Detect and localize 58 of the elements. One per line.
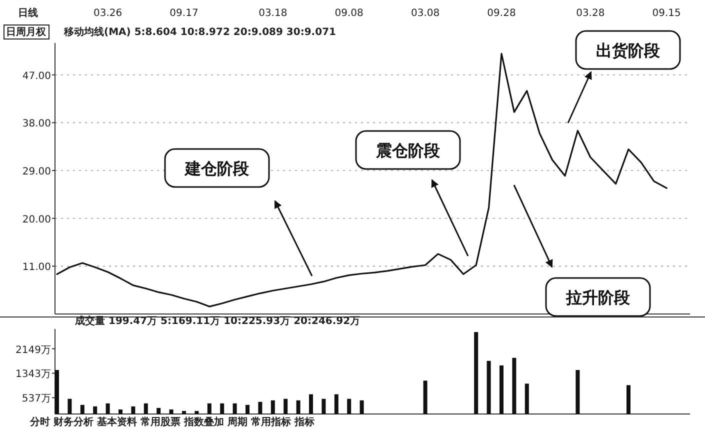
bar <box>106 403 110 414</box>
x-tick-label: 03.08 <box>410 8 440 19</box>
text: 日周月权 <box>6 26 47 38</box>
y-tick-label: 47.00 <box>22 70 51 82</box>
bar <box>232 403 237 414</box>
bar <box>182 410 186 414</box>
x-tick-label: 03.26 <box>93 8 122 19</box>
x-tick-label: 03.28 <box>576 8 605 19</box>
y-tick-label: 20.00 <box>22 214 51 226</box>
bar <box>144 403 148 414</box>
bar <box>156 408 161 414</box>
bar <box>220 403 224 414</box>
bar <box>55 370 59 414</box>
bar <box>194 410 199 414</box>
y-tick-label: 29.00 <box>22 166 51 178</box>
bar <box>68 398 72 414</box>
bar <box>258 402 262 414</box>
y-tick-label: 2149万 <box>16 344 51 356</box>
bar <box>246 404 250 414</box>
annotation: 拉升阶段 <box>565 288 631 307</box>
text: 成交量 199.47万 5:169.11万 10:225.93万 20:246.92万 <box>74 315 360 327</box>
bar <box>296 400 300 414</box>
x-tick-label: 09.28 <box>487 8 516 19</box>
text: 日线 <box>18 7 38 19</box>
x-tick-label: 03.18 <box>258 8 288 19</box>
bar <box>360 400 364 414</box>
bar <box>347 398 352 414</box>
bar <box>270 400 275 414</box>
bar <box>93 406 98 414</box>
bar <box>131 406 136 414</box>
bar <box>512 358 516 414</box>
x-tick-label: 09.08 <box>334 8 364 19</box>
bar <box>423 380 428 414</box>
y-tick-label: 11.00 <box>22 262 51 274</box>
y-tick-label: 1343万 <box>16 369 51 380</box>
bar <box>500 365 504 414</box>
x-tick-label: 09.15 <box>652 8 681 19</box>
text: 分时 财务分析 基本资料 常用股票 指数叠加 周期 常用指标 指标 <box>29 416 314 428</box>
x-tick-label: 09.17 <box>170 8 198 19</box>
y-tick-label: 537万 <box>22 394 51 405</box>
bar <box>486 360 491 414</box>
bar <box>309 394 313 414</box>
bar <box>524 384 529 414</box>
bar <box>322 398 326 414</box>
bar <box>207 403 212 414</box>
bar <box>474 332 478 414</box>
bar <box>626 385 630 414</box>
bar <box>169 409 174 414</box>
bar <box>80 404 84 414</box>
annotation: 出货阶段 <box>596 41 661 60</box>
bar <box>118 409 122 414</box>
bar <box>284 398 288 414</box>
annotation: 震仓阶段 <box>375 141 441 160</box>
text: 移动均线(MA) 5:8.604 10:8.972 20:9.089 30:9.071 <box>63 26 336 38</box>
bar <box>576 370 580 414</box>
bar <box>334 394 338 414</box>
annotation: 建仓阶段 <box>183 159 250 178</box>
y-tick-label: 38.00 <box>22 118 51 130</box>
